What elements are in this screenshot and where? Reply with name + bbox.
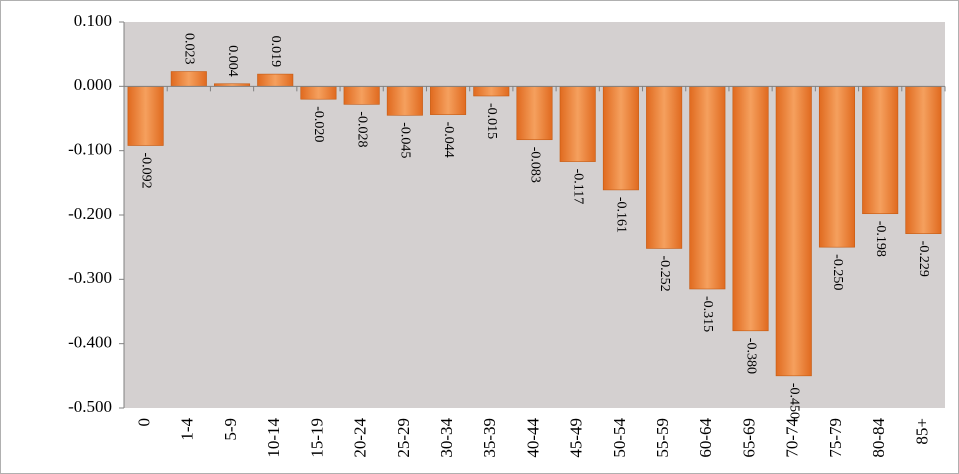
data-label-70-74: -0.450: [787, 383, 802, 419]
x-tick-40-44: 40-44: [523, 418, 542, 458]
data-label-30-34: -0.044: [441, 122, 456, 158]
data-label-60-64: -0.315: [700, 296, 715, 332]
data-label-40-44: -0.083: [527, 147, 542, 183]
data-label-1-4: 0.023: [182, 33, 197, 65]
data-label-50-54: -0.161: [614, 197, 629, 233]
x-tick-25-29: 25-29: [394, 418, 413, 458]
bar-20-24: [343, 86, 380, 105]
bar-35-39: [473, 86, 510, 97]
bar-30-34: [430, 86, 467, 115]
x-tick-30-34: 30-34: [437, 418, 456, 458]
bar-60-64: [689, 86, 726, 290]
y-tick-label: -0.500: [68, 397, 112, 416]
data-label-65-69: -0.380: [743, 338, 758, 374]
x-tick-0: 0: [135, 418, 154, 427]
data-label-80-84: -0.198: [873, 221, 888, 257]
bar-45-49: [559, 86, 596, 162]
y-tick-label: -0.200: [68, 204, 112, 223]
x-tick-85+: 85+: [912, 418, 931, 445]
y-tick-label: -0.100: [68, 140, 112, 159]
y-tick-label: -0.400: [68, 333, 112, 352]
x-tick-70-74: 70-74: [783, 418, 802, 458]
y-tick-label: 0.000: [74, 75, 112, 94]
bar-75-79: [818, 86, 855, 248]
x-tick-65-69: 65-69: [739, 418, 758, 458]
bar-85+: [905, 86, 942, 234]
x-tick-15-19: 15-19: [307, 418, 326, 458]
y-axis-ticks: 0.100 0.000 -0.100 -0.200 -0.300 -0.400 -0.500: [68, 11, 124, 416]
data-label-45-49: -0.117: [570, 169, 585, 205]
data-label-5-9: 0.004: [225, 45, 240, 77]
y-tick-label: 0.100: [74, 11, 112, 30]
x-tick-80-84: 80-84: [869, 418, 888, 458]
data-label-10-14: 0.019: [268, 36, 283, 68]
bar-55-59: [646, 86, 683, 249]
x-tick-10-14: 10-14: [264, 418, 283, 458]
bar-70-74: [775, 86, 812, 377]
bar-80-84: [862, 86, 899, 215]
x-tick-55-59: 55-59: [653, 418, 672, 458]
bar-0: [127, 86, 164, 146]
bar-50-54: [602, 86, 639, 191]
x-tick-5-9: 5-9: [221, 418, 240, 441]
data-label-15-19: -0.020: [311, 106, 326, 142]
data-label-75-79: -0.250: [830, 254, 845, 290]
x-tick-50-54: 50-54: [610, 418, 629, 458]
y-tick-label: -0.300: [68, 268, 112, 287]
data-label-25-29: -0.045: [398, 122, 413, 158]
x-tick-1-4: 1-4: [178, 418, 197, 441]
data-label-0: -0.092: [138, 153, 153, 189]
data-labels: -0.092 0.023 0.004 0.019 -0.020 -0.028 -0.045 -…: [138, 33, 931, 419]
bar-10-14: [257, 73, 294, 87]
x-tick-60-64: 60-64: [696, 418, 715, 458]
data-label-85+: -0.229: [916, 241, 931, 277]
x-axis-ticks: 0 1-4 5-9 10-14 15-19 20-24 25-29 30-34 35-39 40-…: [135, 418, 932, 458]
bar-25-29: [386, 86, 423, 116]
bar-1-4: [170, 71, 207, 87]
data-label-55-59: -0.252: [657, 255, 672, 291]
bar-65-69: [732, 86, 769, 332]
x-tick-45-49: 45-49: [567, 418, 586, 458]
x-tick-35-39: 35-39: [480, 418, 499, 458]
data-label-35-39: -0.015: [484, 103, 499, 139]
x-tick-75-79: 75-79: [826, 418, 845, 458]
bars-group: [127, 71, 942, 377]
x-tick-20-24: 20-24: [351, 418, 370, 458]
bar-40-44: [516, 86, 553, 141]
bar-15-19: [300, 86, 337, 100]
data-label-20-24: -0.028: [354, 111, 369, 147]
